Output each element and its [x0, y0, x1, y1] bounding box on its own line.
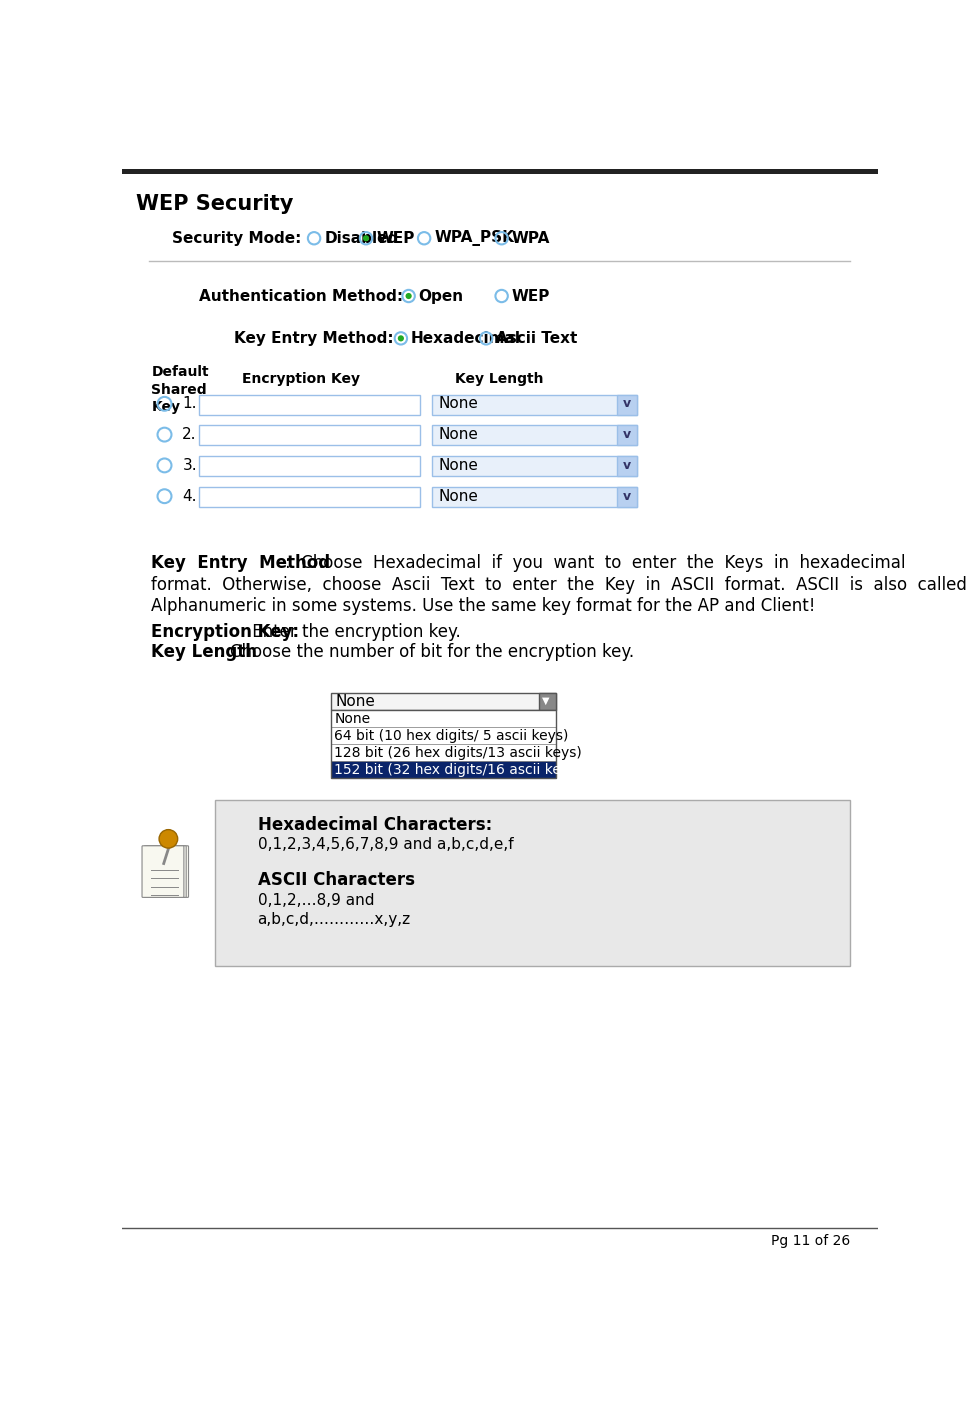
Text: v: v	[623, 459, 632, 472]
Text: Key Length: Key Length	[455, 372, 544, 386]
FancyBboxPatch shape	[214, 800, 850, 966]
Text: 0,1,2,3,4,5,6,7,8,9 and a,b,c,d,e,f: 0,1,2,3,4,5,6,7,8,9 and a,b,c,d,e,f	[257, 838, 513, 852]
Text: Encryption Key:: Encryption Key:	[151, 624, 299, 641]
FancyBboxPatch shape	[199, 394, 420, 414]
Circle shape	[398, 335, 404, 342]
FancyBboxPatch shape	[617, 456, 638, 476]
FancyBboxPatch shape	[617, 425, 638, 445]
FancyBboxPatch shape	[199, 456, 420, 476]
Text: ASCII Characters: ASCII Characters	[257, 872, 414, 890]
FancyBboxPatch shape	[332, 727, 556, 745]
FancyBboxPatch shape	[432, 425, 638, 445]
Text: WEP: WEP	[376, 231, 414, 246]
Text: None: None	[438, 396, 478, 411]
Circle shape	[406, 293, 411, 298]
Text: v: v	[623, 490, 632, 503]
Text: Pg 11 of 26: Pg 11 of 26	[771, 1233, 850, 1247]
FancyBboxPatch shape	[539, 693, 556, 710]
Text: WEP Security: WEP Security	[136, 193, 293, 214]
FancyBboxPatch shape	[332, 745, 556, 762]
FancyBboxPatch shape	[122, 169, 878, 173]
Text: :: :	[372, 872, 378, 890]
FancyBboxPatch shape	[199, 487, 420, 507]
Circle shape	[363, 235, 370, 241]
FancyBboxPatch shape	[617, 394, 638, 414]
Text: None: None	[438, 458, 478, 473]
Text: Authentication Method:: Authentication Method:	[199, 289, 404, 304]
FancyBboxPatch shape	[199, 425, 420, 445]
Text: 0,1,2,…8,9 and: 0,1,2,…8,9 and	[257, 893, 374, 908]
Text: Enter the encryption key.: Enter the encryption key.	[248, 624, 461, 641]
Text: None: None	[438, 427, 478, 442]
FancyBboxPatch shape	[332, 710, 556, 727]
Text: 3.: 3.	[182, 458, 197, 473]
Text: Security Mode:: Security Mode:	[173, 231, 301, 246]
FancyBboxPatch shape	[432, 487, 638, 507]
FancyBboxPatch shape	[146, 846, 188, 897]
Text: Hexadecimal Characters:: Hexadecimal Characters:	[257, 815, 491, 834]
FancyBboxPatch shape	[332, 762, 556, 779]
Text: a,b,c,d,…………x,y,z: a,b,c,d,…………x,y,z	[257, 912, 410, 926]
Text: WPA: WPA	[512, 231, 550, 246]
Text: Encryption Key: Encryption Key	[242, 372, 360, 386]
Text: 4.: 4.	[182, 489, 197, 504]
FancyBboxPatch shape	[432, 394, 638, 414]
Text: Alphanumeric in some systems. Use the same key format for the AP and Client!: Alphanumeric in some systems. Use the sa…	[151, 597, 816, 615]
Text: None: None	[334, 711, 370, 725]
Text: 152 bit (32 hex digits/16 ascii keys): 152 bit (32 hex digits/16 ascii keys)	[334, 763, 582, 777]
Text: Key Length: Key Length	[151, 643, 257, 662]
FancyBboxPatch shape	[144, 846, 186, 897]
Text: Key  Entry  Method: Key Entry Method	[151, 553, 331, 572]
FancyBboxPatch shape	[617, 487, 638, 507]
Text: format.  Otherwise,  choose  Ascii  Text  to  enter  the  Key  in  ASCII  format: format. Otherwise, choose Ascii Text to …	[151, 576, 967, 594]
Text: Ascii Text: Ascii Text	[496, 331, 577, 346]
Text: 2.: 2.	[182, 427, 197, 442]
Text: :  Choose  Hexadecimal  if  you  want  to  enter  the  Keys  in  hexadecimal: : Choose Hexadecimal if you want to ente…	[285, 553, 905, 572]
Text: 128 bit (26 hex digits/13 ascii keys): 128 bit (26 hex digits/13 ascii keys)	[334, 746, 582, 760]
Text: 64 bit (10 hex digits/ 5 ascii keys): 64 bit (10 hex digits/ 5 ascii keys)	[334, 729, 568, 742]
Text: WEP: WEP	[512, 289, 550, 304]
Text: Hexadecimal: Hexadecimal	[410, 331, 521, 346]
Text: v: v	[623, 428, 632, 441]
Text: : Choose the number of bit for the encryption key.: : Choose the number of bit for the encry…	[218, 643, 634, 662]
Text: Default
Shared
Key: Default Shared Key	[151, 365, 209, 414]
Text: 1.: 1.	[182, 396, 197, 411]
Text: v: v	[623, 397, 632, 410]
Text: None: None	[335, 694, 375, 708]
FancyBboxPatch shape	[142, 846, 184, 897]
Text: Disabled: Disabled	[324, 231, 399, 246]
Text: Key Entry Method:: Key Entry Method:	[234, 331, 394, 346]
Text: ▼: ▼	[542, 696, 550, 705]
Text: WPA_PSK: WPA_PSK	[434, 231, 514, 246]
Text: Open: Open	[418, 289, 464, 304]
Circle shape	[159, 829, 177, 848]
FancyBboxPatch shape	[332, 693, 556, 710]
Text: None: None	[438, 489, 478, 504]
FancyBboxPatch shape	[432, 456, 638, 476]
